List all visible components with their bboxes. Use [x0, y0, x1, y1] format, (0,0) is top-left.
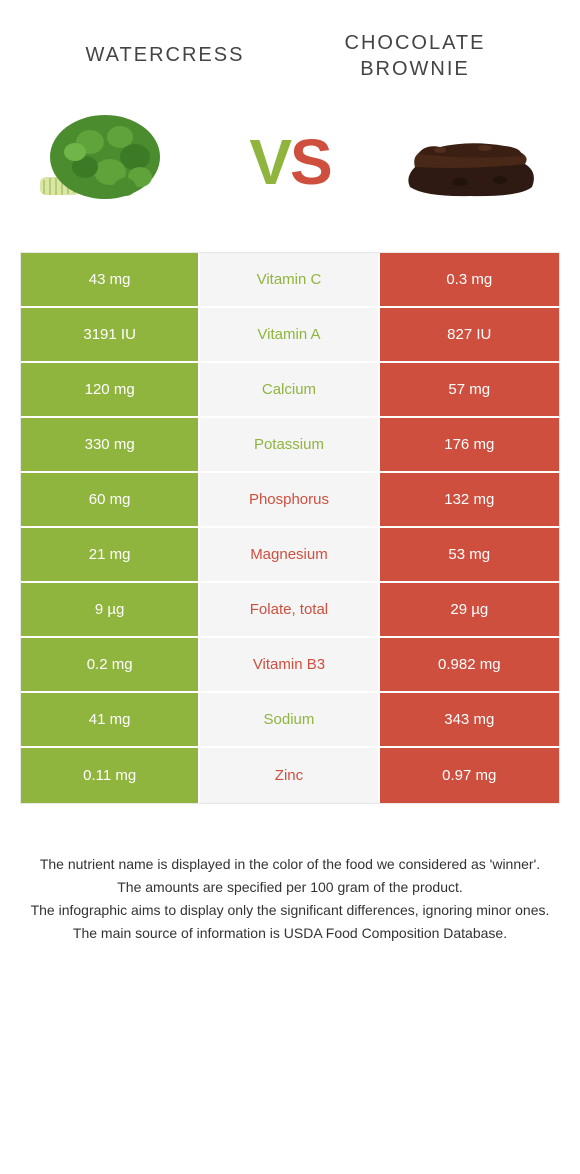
right-value: 827 IU: [380, 308, 559, 363]
footer-line3: The infographic aims to display only the…: [30, 900, 550, 921]
nutrient-label: Sodium: [200, 693, 379, 748]
header-left: WATERCRESS: [40, 30, 290, 82]
footer-line4: The main source of information is USDA F…: [30, 923, 550, 944]
nutrient-label: Zinc: [200, 748, 379, 803]
left-value: 0.11 mg: [21, 748, 200, 803]
table-row: 120 mgCalcium57 mg: [21, 363, 559, 418]
header-right: CHOCOLATE BROWNIE: [290, 30, 540, 82]
vs-label: VS: [249, 125, 330, 199]
watercress-image: [30, 102, 190, 222]
right-value: 0.97 mg: [380, 748, 559, 803]
vs-v: V: [249, 126, 290, 198]
right-value: 53 mg: [380, 528, 559, 583]
left-value: 21 mg: [21, 528, 200, 583]
vs-s: S: [290, 126, 331, 198]
left-value: 43 mg: [21, 253, 200, 308]
table-row: 41 mgSodium343 mg: [21, 693, 559, 748]
right-value: 176 mg: [380, 418, 559, 473]
right-food-title-line1: CHOCOLATE: [290, 30, 540, 56]
left-value: 120 mg: [21, 363, 200, 418]
nutrient-label: Folate, total: [200, 583, 379, 638]
right-value: 0.982 mg: [380, 638, 559, 693]
left-value: 0.2 mg: [21, 638, 200, 693]
right-value: 343 mg: [380, 693, 559, 748]
vs-row: VS: [0, 92, 580, 252]
table-row: 0.2 mgVitamin B30.982 mg: [21, 638, 559, 693]
table-row: 0.11 mgZinc0.97 mg: [21, 748, 559, 803]
table-row: 43 mgVitamin C0.3 mg: [21, 253, 559, 308]
right-food-title-line2: BROWNIE: [290, 56, 540, 82]
header: WATERCRESS CHOCOLATE BROWNIE: [0, 0, 580, 92]
right-value: 132 mg: [380, 473, 559, 528]
left-value: 60 mg: [21, 473, 200, 528]
nutrient-label: Potassium: [200, 418, 379, 473]
footer-line2: The amounts are specified per 100 gram o…: [30, 877, 550, 898]
left-value: 330 mg: [21, 418, 200, 473]
right-value: 57 mg: [380, 363, 559, 418]
nutrient-label: Vitamin A: [200, 308, 379, 363]
left-value: 3191 IU: [21, 308, 200, 363]
table-row: 330 mgPotassium176 mg: [21, 418, 559, 473]
right-value: 0.3 mg: [380, 253, 559, 308]
table-row: 9 µgFolate, total29 µg: [21, 583, 559, 638]
footer-line1: The nutrient name is displayed in the co…: [30, 854, 550, 875]
nutrient-label: Phosphorus: [200, 473, 379, 528]
left-food-title: WATERCRESS: [40, 42, 290, 68]
brownie-image: [390, 102, 550, 222]
nutrient-table: 43 mgVitamin C0.3 mg3191 IUVitamin A827 …: [20, 252, 560, 804]
table-row: 21 mgMagnesium53 mg: [21, 528, 559, 583]
nutrient-label: Calcium: [200, 363, 379, 418]
right-value: 29 µg: [380, 583, 559, 638]
table-row: 3191 IUVitamin A827 IU: [21, 308, 559, 363]
nutrient-label: Magnesium: [200, 528, 379, 583]
footer: The nutrient name is displayed in the co…: [0, 804, 580, 966]
left-value: 41 mg: [21, 693, 200, 748]
table-row: 60 mgPhosphorus132 mg: [21, 473, 559, 528]
nutrient-label: Vitamin C: [200, 253, 379, 308]
nutrient-label: Vitamin B3: [200, 638, 379, 693]
left-value: 9 µg: [21, 583, 200, 638]
